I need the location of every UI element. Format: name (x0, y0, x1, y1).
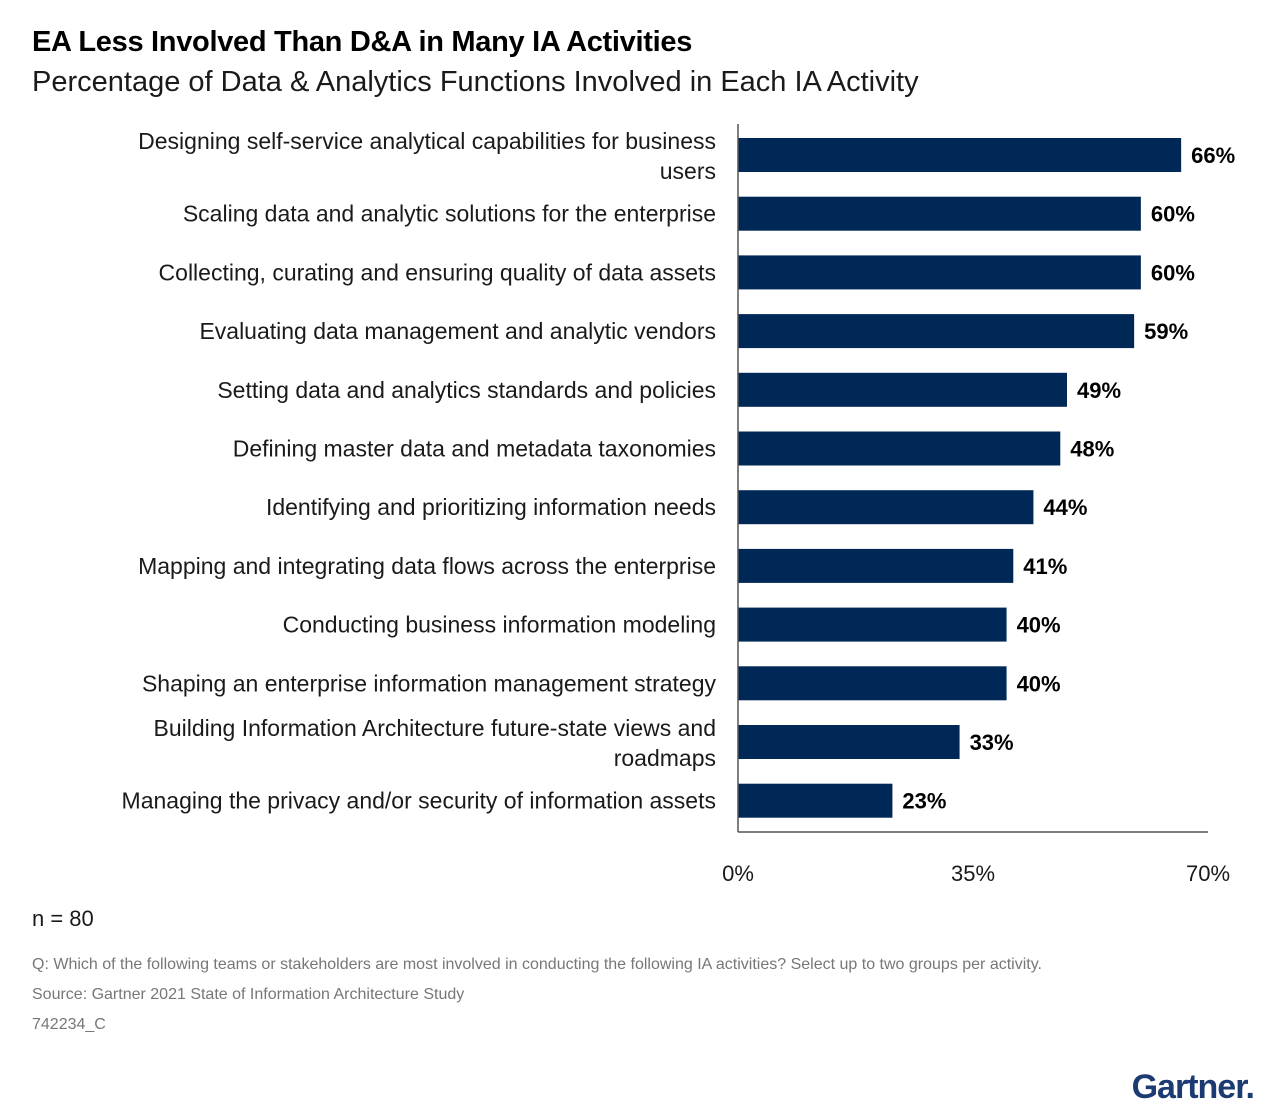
value-label: 23% (902, 789, 946, 814)
category-label: Scaling data and analytic solutions for … (183, 201, 716, 227)
chart-title: EA Less Involved Than D&A in Many IA Act… (32, 26, 693, 58)
value-label: 60% (1151, 202, 1195, 227)
value-label: 48% (1070, 437, 1114, 462)
gartner-logo: Gartner. (1131, 1068, 1255, 1106)
category-label: Defining master data and metadata taxono… (233, 436, 716, 462)
bar (738, 666, 1007, 701)
category-label: Identifying and prioritizing information… (266, 494, 716, 520)
category-label: Setting data and analytics standards and… (217, 377, 716, 403)
category-label: Shaping an enterprise information manage… (142, 670, 717, 696)
figure-code: 742234_C (32, 1016, 106, 1033)
x-tick-label: 70% (1186, 861, 1230, 886)
bar (738, 138, 1182, 172)
value-label: 40% (1017, 671, 1061, 696)
category-label: Building Information Architecture future… (153, 715, 716, 771)
bar (738, 607, 1007, 642)
value-label: 33% (970, 730, 1014, 755)
bar (738, 255, 1141, 290)
bar (738, 196, 1141, 231)
value-label: 60% (1151, 260, 1195, 285)
category-label: Designing self-service analytical capabi… (138, 128, 716, 184)
bar (738, 314, 1135, 349)
x-tick-label: 0% (722, 861, 754, 886)
bar (738, 372, 1067, 407)
value-label: 66% (1191, 143, 1235, 168)
source-note: Source: Gartner 2021 State of Informatio… (32, 986, 465, 1003)
question-note: Q: Which of the following teams or stake… (32, 956, 1042, 973)
value-label: 59% (1144, 319, 1188, 344)
value-label: 49% (1077, 378, 1121, 403)
x-tick-label: 35% (951, 861, 995, 886)
category-label: Conducting business information modeling (283, 612, 716, 638)
bar (738, 783, 893, 818)
sample-size: n = 80 (32, 906, 94, 931)
value-label: 44% (1043, 495, 1087, 520)
category-label: Managing the privacy and/or security of … (122, 788, 716, 814)
bar-chart: 66% Designing self-service analytical cap… (122, 124, 1235, 886)
bar (738, 725, 960, 759)
chart-subtitle: Percentage of Data & Analytics Functions… (32, 66, 919, 98)
value-label: 40% (1017, 613, 1061, 638)
category-label: Mapping and integrating data flows acros… (138, 553, 716, 579)
category-label: Evaluating data management and analytic … (199, 318, 716, 344)
bar (738, 548, 1014, 583)
bar (738, 431, 1061, 466)
category-label: Collecting, curating and ensuring qualit… (159, 259, 716, 285)
bar (738, 490, 1034, 525)
value-label: 41% (1023, 554, 1067, 579)
